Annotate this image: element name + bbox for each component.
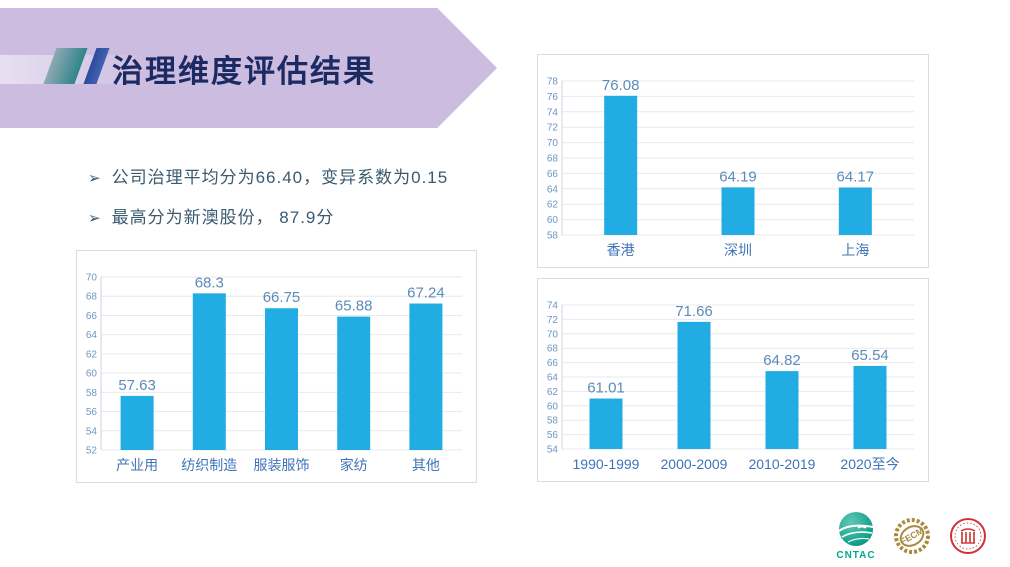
y-tick-label: 54	[86, 426, 98, 437]
bar-value-label: 66.75	[263, 289, 301, 306]
bar	[838, 187, 872, 235]
x-category-label: 纺织制造	[181, 457, 237, 473]
x-category-label: 香港	[607, 242, 635, 258]
title-banner: 治理维度评估结果	[0, 8, 497, 128]
y-tick-label: 76	[547, 92, 559, 103]
y-tick-label: 56	[547, 430, 559, 441]
bar-value-label: 64.82	[763, 352, 801, 369]
y-tick-label: 64	[547, 184, 559, 195]
industry-bar-chart: 52 54 56 58 60 62 64 66 68 70 57.63 产业用 68.3 纺织制造 66.7…	[86, 273, 462, 473]
x-category-label: 2020至今	[840, 456, 899, 472]
y-tick-label: 58	[547, 231, 559, 242]
bar	[589, 398, 623, 449]
y-tick-label: 68	[547, 154, 559, 165]
bullet-item: ➢ 最高分为新澳股份， 87.9分	[88, 203, 448, 228]
bar	[604, 95, 638, 235]
x-category-label: 2010-2019	[749, 456, 816, 472]
y-tick-label: 74	[547, 301, 559, 312]
x-category-label: 服装服饰	[254, 457, 310, 473]
x-category-label: 上海	[841, 242, 869, 258]
bar-value-label: 65.54	[851, 347, 889, 364]
x-category-label: 深圳	[724, 242, 752, 258]
x-category-label: 1990-1999	[573, 456, 640, 472]
cntac-globe-icon	[838, 512, 874, 546]
slide-title: 治理维度评估结果	[112, 53, 376, 89]
bar	[409, 303, 443, 450]
bar-value-label: 67.24	[407, 285, 445, 302]
x-category-label: 家纺	[340, 457, 368, 473]
bar-value-label: 65.88	[335, 298, 373, 315]
bar	[192, 293, 226, 450]
city-bar-chart: 58 60 62 64 66 68 70 72 74 76 78 76.08 香港 64.19 深圳 64.1…	[547, 77, 914, 258]
bar-value-label: 57.63	[118, 377, 156, 394]
y-tick-label: 56	[86, 407, 98, 418]
y-tick-label: 70	[86, 273, 98, 284]
y-tick-label: 54	[547, 445, 559, 456]
bar	[721, 187, 755, 235]
bullet-text: 公司治理平均分为66.40，变异系数为0.15	[111, 168, 449, 187]
y-tick-label: 58	[547, 416, 559, 427]
footer-logos: CNTAC FECM	[836, 511, 988, 561]
bar-value-label: 76.08	[602, 77, 640, 94]
red-seal-icon	[950, 518, 986, 554]
bar	[337, 316, 371, 450]
y-tick-label: 68	[547, 344, 559, 355]
y-tick-label: 64	[86, 330, 98, 341]
y-tick-label: 74	[547, 107, 559, 118]
fecm-logo-text: FECM	[898, 525, 925, 546]
bar	[265, 308, 298, 450]
y-tick-label: 70	[547, 138, 559, 149]
bar-value-label: 64.17	[837, 168, 875, 185]
fecm-wreath-icon: FECM	[894, 518, 930, 554]
y-tick-label: 60	[547, 215, 559, 226]
y-tick-label: 68	[86, 292, 98, 303]
bar	[765, 371, 799, 449]
x-category-label: 其他	[412, 457, 440, 473]
decade-chart-panel: 54 56 58 60 62 64 66 68 70 72 74 61.01 1990-1999 71.6…	[537, 278, 929, 482]
bullet-item: ➢ 公司治理平均分为66.40，变异系数为0.15	[88, 163, 448, 188]
y-tick-label: 62	[86, 349, 98, 360]
bar	[120, 395, 154, 450]
y-tick-label: 72	[547, 123, 559, 134]
y-tick-label: 58	[86, 388, 98, 399]
y-tick-label: 60	[547, 401, 559, 412]
university-seal-logo	[948, 516, 988, 556]
y-tick-label: 66	[547, 169, 559, 180]
bar-value-label: 71.66	[675, 303, 713, 320]
y-tick-label: 70	[547, 329, 559, 340]
bar-value-label: 68.3	[195, 274, 224, 291]
bar-value-label: 61.01	[587, 380, 625, 397]
y-tick-label: 66	[86, 311, 98, 322]
bar-value-label: 64.19	[719, 168, 757, 185]
x-category-label: 产业用	[116, 457, 158, 473]
y-tick-label: 66	[547, 358, 559, 369]
bullet-text: 最高分为新澳股份， 87.9分	[111, 208, 335, 227]
industry-chart-panel: 52 54 56 58 60 62 64 66 68 70 57.63 产业用 68.3 纺织制造 66.7…	[76, 250, 477, 483]
y-tick-label: 72	[547, 315, 559, 326]
bullet-arrow-icon: ➢	[88, 170, 102, 187]
fecm-logo: FECM	[892, 516, 932, 556]
bullet-list: ➢ 公司治理平均分为66.40，变异系数为0.15 ➢ 最高分为新澳股份， 87…	[88, 163, 448, 243]
decade-bar-chart: 54 56 58 60 62 64 66 68 70 72 74 61.01 1990-1999 71.6…	[547, 301, 914, 472]
y-tick-label: 52	[86, 446, 98, 457]
bar	[853, 365, 887, 449]
y-tick-label: 78	[547, 77, 559, 88]
cntac-logo-label: CNTAC	[836, 550, 876, 561]
y-tick-label: 62	[547, 387, 559, 398]
bullet-arrow-icon: ➢	[88, 210, 102, 227]
y-tick-label: 64	[547, 373, 559, 384]
cntac-logo: CNTAC	[836, 511, 876, 561]
y-tick-label: 60	[86, 369, 98, 380]
x-category-label: 2000-2009	[661, 456, 728, 472]
city-chart-panel: 58 60 62 64 66 68 70 72 74 76 78 76.08 香港 64.19 深圳 64.1…	[537, 54, 929, 268]
y-tick-label: 62	[547, 200, 559, 211]
bar	[677, 321, 711, 449]
